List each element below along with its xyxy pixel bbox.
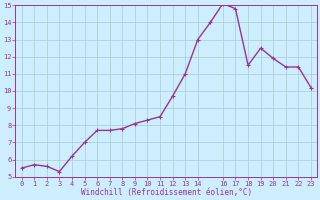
- X-axis label: Windchill (Refroidissement éolien,°C): Windchill (Refroidissement éolien,°C): [81, 188, 252, 197]
